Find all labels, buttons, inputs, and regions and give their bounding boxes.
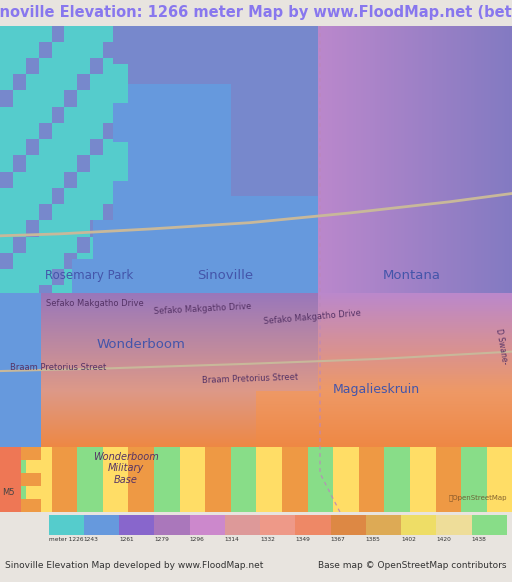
- Text: D Swane-: D Swane-: [494, 328, 509, 365]
- Bar: [119, 514, 155, 535]
- Text: 1367: 1367: [331, 538, 346, 542]
- Text: Sinoville: Sinoville: [197, 269, 253, 282]
- Text: M5: M5: [3, 488, 15, 497]
- Bar: [436, 514, 472, 535]
- Text: 1420: 1420: [436, 538, 451, 542]
- Text: 1349: 1349: [295, 538, 310, 542]
- Text: 1438: 1438: [472, 538, 486, 542]
- Bar: [49, 514, 84, 535]
- Bar: [189, 514, 225, 535]
- Bar: [295, 514, 331, 535]
- Bar: [401, 514, 436, 535]
- Text: Sefako Makgatho Drive: Sefako Makgatho Drive: [264, 309, 362, 327]
- Text: Sinoville Elevation: 1266 meter Map by www.FloodMap.net (beta): Sinoville Elevation: 1266 meter Map by w…: [0, 5, 512, 20]
- Bar: [225, 514, 260, 535]
- Bar: [331, 514, 366, 535]
- Text: Braam Pretorius Street: Braam Pretorius Street: [10, 363, 106, 372]
- Bar: [155, 514, 189, 535]
- Text: 1314: 1314: [225, 538, 240, 542]
- Text: Sefako Makgatho Drive: Sefako Makgatho Drive: [46, 299, 144, 308]
- Text: Base map © OpenStreetMap contributors: Base map © OpenStreetMap contributors: [318, 561, 507, 570]
- Text: 1261: 1261: [119, 538, 134, 542]
- Text: 1296: 1296: [189, 538, 204, 542]
- Text: Braam Pretorius Street: Braam Pretorius Street: [202, 372, 298, 385]
- Text: Montana: Montana: [383, 269, 441, 282]
- Text: Sefako Makgatho Drive: Sefako Makgatho Drive: [154, 302, 252, 317]
- Text: ⓘOpenStreetMap: ⓘOpenStreetMap: [449, 494, 507, 501]
- Text: Rosemary Park: Rosemary Park: [46, 269, 134, 282]
- Text: meter 1226: meter 1226: [49, 538, 83, 542]
- Bar: [366, 514, 401, 535]
- Text: 1385: 1385: [366, 538, 381, 542]
- Bar: [84, 514, 119, 535]
- Text: Wonderboom
Military
Base: Wonderboom Military Base: [93, 452, 158, 485]
- Text: Sinoville Elevation Map developed by www.FloodMap.net: Sinoville Elevation Map developed by www…: [5, 561, 264, 570]
- Text: 1279: 1279: [155, 538, 169, 542]
- Text: Wonderboom: Wonderboom: [96, 338, 185, 351]
- Bar: [472, 514, 507, 535]
- Text: 1402: 1402: [401, 538, 416, 542]
- Text: 1243: 1243: [84, 538, 99, 542]
- Bar: [260, 514, 295, 535]
- Text: Magalieskruin: Magalieskruin: [333, 383, 420, 396]
- Text: 1332: 1332: [260, 538, 275, 542]
